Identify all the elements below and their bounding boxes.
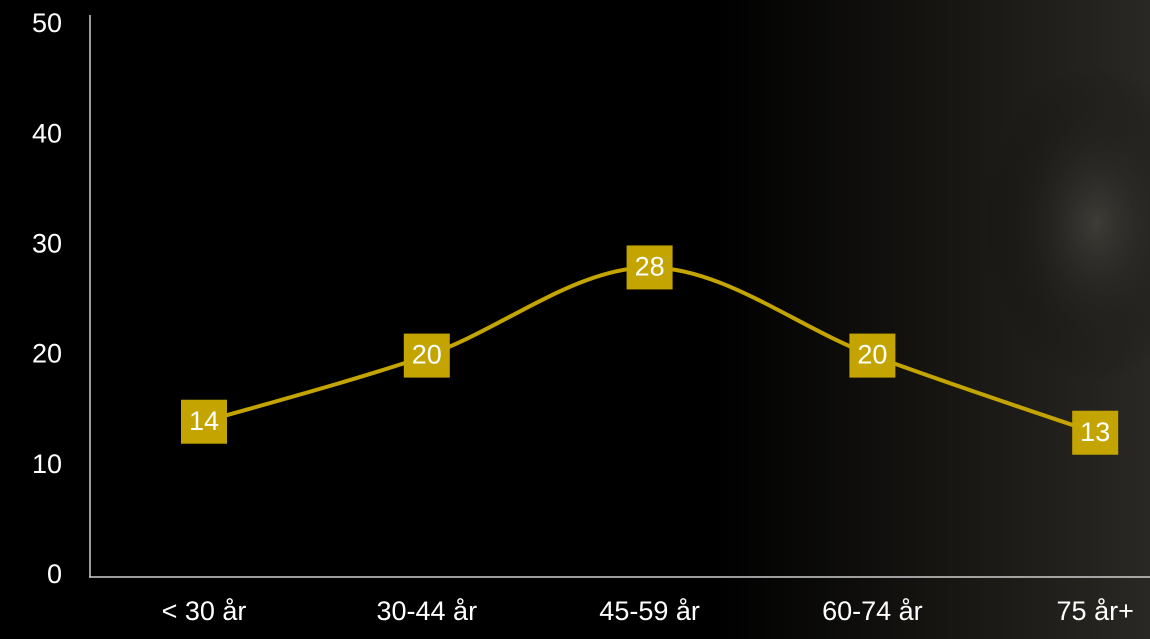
background-smoke <box>700 0 1150 639</box>
y-tick-label: 30 <box>32 229 62 259</box>
data-label: 20 <box>857 340 887 370</box>
x-tick-label: 75 år+ <box>1057 596 1134 626</box>
data-label: 28 <box>635 252 665 282</box>
data-label: 14 <box>189 406 219 436</box>
y-tick-label: 20 <box>32 339 62 369</box>
label-box <box>849 333 896 378</box>
label-box <box>1072 410 1119 455</box>
data-label: 20 <box>412 340 442 370</box>
label-box <box>181 399 227 444</box>
data-label: 13 <box>1080 417 1110 447</box>
x-tick-label: 45-59 år <box>599 596 700 626</box>
label-box <box>626 245 673 290</box>
y-tick-label: 40 <box>32 118 62 148</box>
label-box <box>403 333 450 378</box>
x-tick-label: < 30 år <box>162 596 247 626</box>
y-tick-label: 10 <box>32 449 62 479</box>
y-tick-label: 0 <box>47 559 62 589</box>
y-tick-label: 50 <box>32 8 62 38</box>
x-tick-label: 30-44 år <box>377 596 478 626</box>
x-tick-label: 60-74 år <box>822 596 923 626</box>
